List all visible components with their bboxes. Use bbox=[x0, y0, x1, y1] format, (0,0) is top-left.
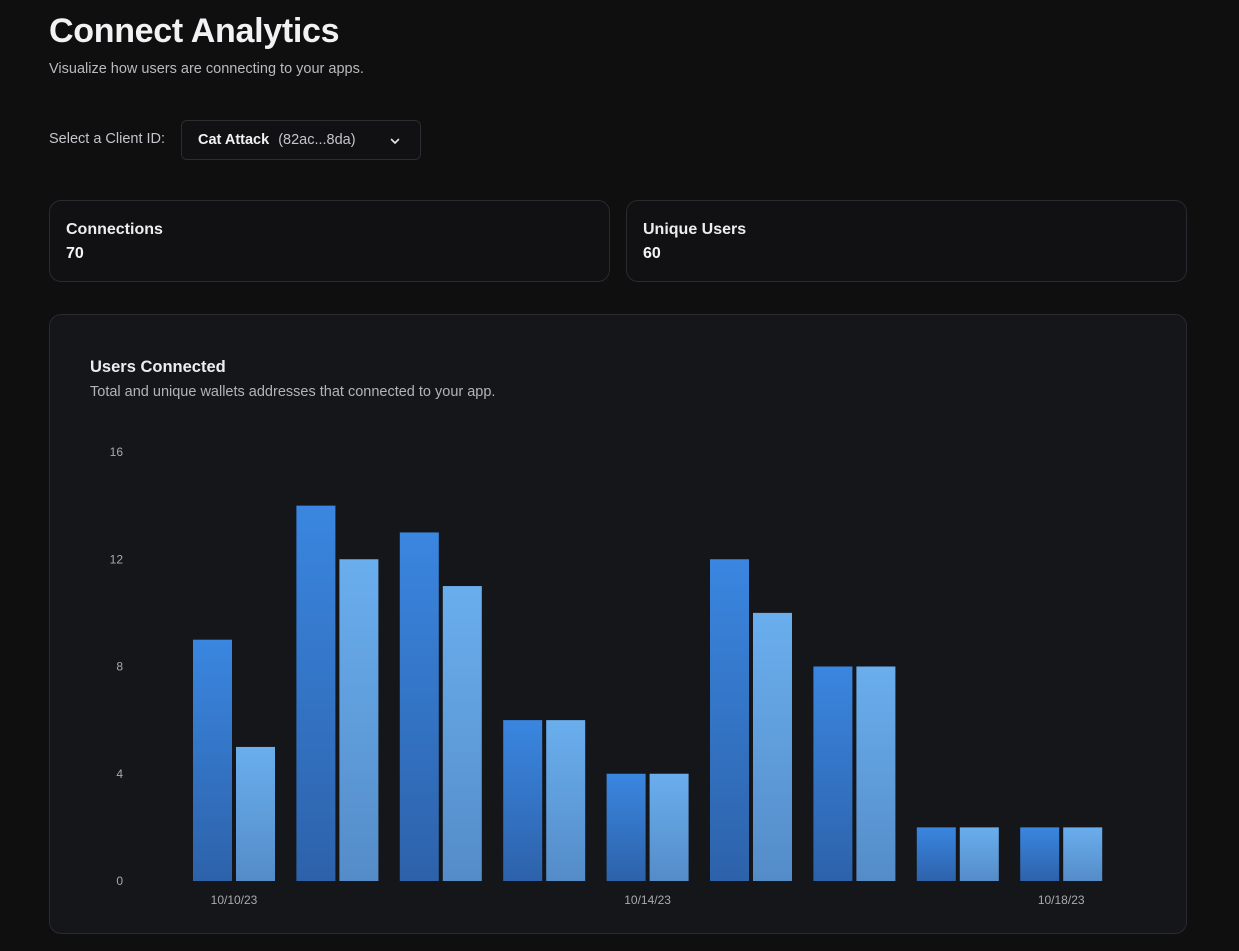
chart-subtitle: Total and unique wallets addresses that … bbox=[90, 384, 496, 400]
page-subtitle: Visualize how users are connecting to yo… bbox=[49, 61, 364, 77]
bar-unique-users[interactable]: Unique users 10/17/23: 2 bbox=[959, 827, 999, 881]
client-id-value: (82ac...8da) bbox=[278, 132, 356, 148]
unique-users-value: 60 bbox=[643, 245, 661, 262]
bar-unique-users[interactable]: Unique users 10/16/23: 8 bbox=[856, 666, 896, 882]
bar-total-connections[interactable]: Total connections 10/17/23: 2 bbox=[916, 827, 956, 881]
bar-unique-users[interactable]: Unique users 10/10/23: 5 bbox=[236, 746, 275, 881]
bar-total-connections[interactable]: Total connections 10/15/23: 12 bbox=[710, 559, 749, 881]
bar-total-connections[interactable]: Total connections 10/10/23: 9 bbox=[193, 639, 232, 881]
page-title: Connect Analytics bbox=[49, 12, 340, 50]
bar-total-connections[interactable]: Total connections 10/11/23: 14 bbox=[296, 505, 336, 881]
bar-unique-users[interactable]: Unique users 10/18/23: 2 bbox=[1063, 827, 1103, 881]
unique-users-card: Unique Users 60 bbox=[626, 200, 1187, 282]
x-tick-label: 10/14/23 bbox=[624, 893, 671, 907]
connections-label: Connections bbox=[66, 221, 163, 238]
y-tick-label: 16 bbox=[110, 445, 124, 459]
bar-unique-users[interactable]: Unique users 10/11/23: 12 bbox=[339, 559, 379, 881]
bar-unique-users[interactable]: Unique users 10/15/23: 10 bbox=[753, 612, 792, 881]
bar-unique-users[interactable]: Unique users 10/14/23: 4 bbox=[649, 773, 689, 881]
x-tick-label: 10/10/23 bbox=[211, 893, 258, 907]
users-connected-card: Users Connected Total and unique wallets… bbox=[49, 314, 1187, 934]
bar-total-connections[interactable]: Total connections 10/12/23: 13 bbox=[399, 532, 439, 881]
y-tick-label: 0 bbox=[116, 874, 123, 888]
client-name: Cat Attack bbox=[198, 132, 270, 148]
bar-total-connections[interactable]: Total connections 10/14/23: 4 bbox=[606, 773, 646, 881]
bar-unique-users[interactable]: Unique users 10/13/23: 6 bbox=[546, 720, 586, 881]
bar-total-connections[interactable]: Total connections 10/18/23: 2 bbox=[1020, 827, 1060, 881]
client-id-select[interactable]: Cat Attack (82ac...8da) bbox=[181, 120, 421, 160]
connections-value: 70 bbox=[66, 245, 84, 262]
bar-total-connections[interactable]: Total connections 10/13/23: 6 bbox=[503, 720, 543, 881]
users-connected-chart: 0481216Total connections 10/10/23: 9Uniq… bbox=[110, 445, 1103, 907]
chevron-down-icon bbox=[390, 138, 400, 144]
client-id-label: Select a Client ID: bbox=[49, 131, 166, 147]
y-tick-label: 12 bbox=[110, 552, 124, 566]
bar-unique-users[interactable]: Unique users 10/12/23: 11 bbox=[442, 586, 482, 881]
chart-title: Users Connected bbox=[90, 358, 226, 376]
y-tick-label: 4 bbox=[116, 767, 123, 781]
connections-card: Connections 70 bbox=[49, 200, 610, 282]
unique-users-label: Unique Users bbox=[643, 221, 747, 238]
y-tick-label: 8 bbox=[116, 660, 123, 674]
bar-total-connections[interactable]: Total connections 10/16/23: 8 bbox=[813, 666, 853, 882]
x-tick-label: 10/18/23 bbox=[1038, 893, 1085, 907]
